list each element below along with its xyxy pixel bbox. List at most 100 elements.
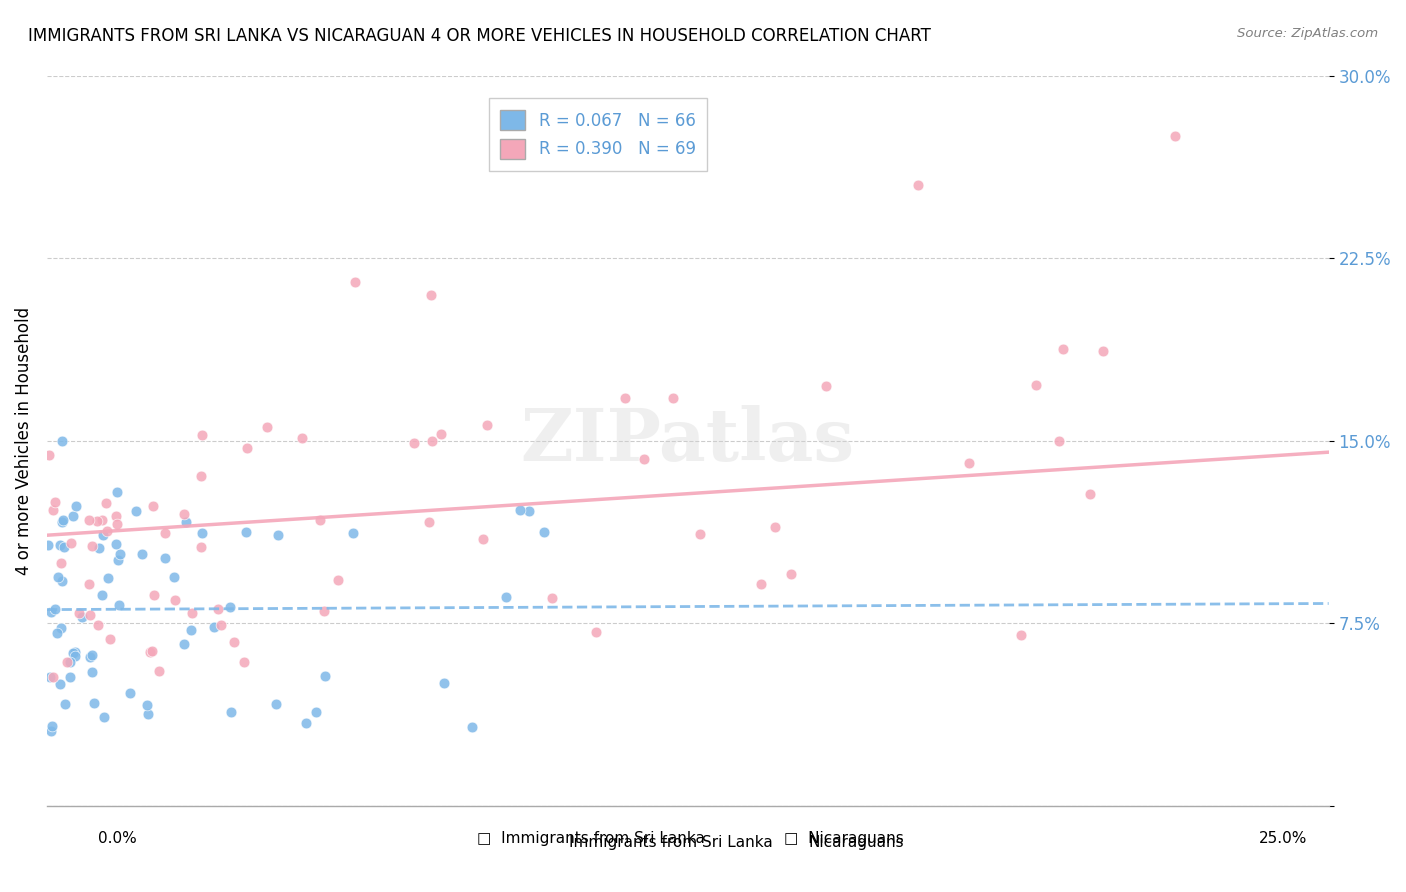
Point	[62, 509, 84, 524]
Point	[191, 428, 214, 442]
Point	[517, 504, 540, 518]
Point	[77, 513, 100, 527]
Point	[689, 527, 711, 541]
Point	[63, 645, 86, 659]
Point	[190, 541, 212, 555]
Point	[139, 644, 162, 658]
Text: □  Nicaraguans: □ Nicaraguans	[783, 831, 904, 846]
Point	[180, 623, 202, 637]
Point	[63, 648, 86, 663]
Point	[91, 589, 114, 603]
Point	[136, 706, 159, 721]
Point	[48, 570, 70, 584]
Point	[89, 541, 111, 556]
Point	[1047, 434, 1070, 448]
Point	[477, 417, 499, 432]
Text: Nicaraguans: Nicaraguans	[808, 836, 904, 850]
Point	[39, 606, 62, 620]
Point	[70, 610, 93, 624]
Point	[780, 566, 803, 581]
Point	[749, 576, 772, 591]
Point	[96, 524, 118, 538]
Point	[429, 427, 451, 442]
Point	[404, 436, 426, 450]
Point	[59, 655, 82, 669]
Point	[509, 503, 531, 517]
Point	[295, 715, 318, 730]
Point	[49, 537, 72, 551]
Text: 0.0%: 0.0%	[98, 831, 138, 846]
Point	[1025, 378, 1047, 392]
Point	[80, 665, 103, 679]
Point	[222, 635, 245, 649]
Point	[107, 553, 129, 567]
Text: Immigrants from Sri Lanka: Immigrants from Sri Lanka	[569, 836, 773, 850]
Point	[120, 685, 142, 699]
Point	[41, 719, 63, 733]
Point	[67, 606, 90, 620]
Point	[44, 601, 66, 615]
Point	[131, 547, 153, 561]
Point	[82, 648, 104, 662]
Point	[308, 513, 330, 527]
Point	[51, 434, 73, 448]
Point	[96, 495, 118, 509]
Point	[235, 524, 257, 539]
Point	[42, 670, 65, 684]
Point	[585, 624, 607, 639]
Point	[105, 484, 128, 499]
Point	[267, 528, 290, 542]
Point	[87, 617, 110, 632]
Point	[1052, 342, 1074, 356]
Point	[79, 649, 101, 664]
Point	[141, 643, 163, 657]
Point	[44, 494, 66, 508]
Point	[38, 670, 60, 684]
Point	[314, 604, 336, 618]
Point	[209, 617, 232, 632]
Point	[53, 541, 76, 555]
Point	[153, 525, 176, 540]
Point	[613, 392, 636, 406]
Point	[173, 637, 195, 651]
Point	[65, 499, 87, 513]
Point	[662, 391, 685, 405]
Point	[49, 677, 72, 691]
Point	[143, 588, 166, 602]
Point	[108, 598, 131, 612]
Point	[37, 538, 59, 552]
Point	[41, 724, 63, 739]
Point	[495, 590, 517, 604]
Point	[59, 670, 82, 684]
Point	[91, 513, 114, 527]
Legend: R = 0.067   N = 66, R = 0.390   N = 69: R = 0.067 N = 66, R = 0.390 N = 69	[489, 98, 707, 170]
Text: Source: ZipAtlas.com: Source: ZipAtlas.com	[1237, 27, 1378, 40]
Point	[420, 434, 443, 448]
Point	[98, 632, 121, 646]
Point	[815, 379, 838, 393]
Point	[763, 519, 786, 533]
Point	[256, 419, 278, 434]
Text: ZIPatlas: ZIPatlas	[520, 405, 855, 476]
Point	[180, 606, 202, 620]
Point	[218, 599, 240, 614]
Point	[41, 503, 63, 517]
Point	[207, 601, 229, 615]
Point	[174, 515, 197, 529]
Point	[45, 625, 67, 640]
Point	[97, 571, 120, 585]
Point	[540, 591, 562, 606]
Point	[221, 705, 243, 719]
Point	[79, 608, 101, 623]
Point	[305, 705, 328, 719]
Point	[1010, 628, 1032, 642]
Point	[190, 469, 212, 483]
Point	[38, 448, 60, 462]
Point	[142, 499, 165, 513]
Point	[343, 276, 366, 290]
Point	[202, 620, 225, 634]
Point	[232, 655, 254, 669]
Text: 25.0%: 25.0%	[1260, 831, 1308, 846]
Point	[51, 574, 73, 588]
Point	[51, 516, 73, 530]
